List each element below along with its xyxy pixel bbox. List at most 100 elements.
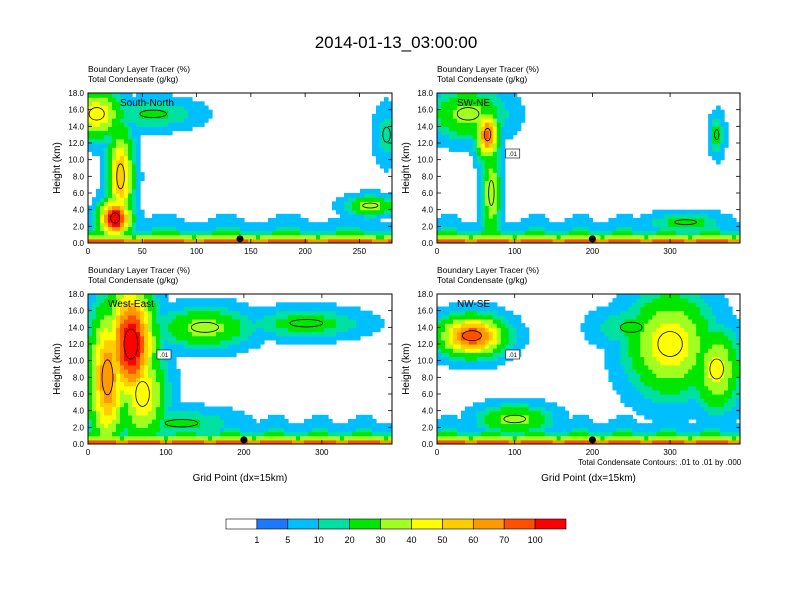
tracer-cell: [164, 101, 169, 107]
tracer-cell: [488, 431, 494, 437]
tracer-cell: [156, 306, 161, 312]
tracer-cell: [172, 369, 177, 374]
tracer-cell: [460, 306, 466, 312]
tracer-cell: [112, 381, 117, 387]
tracer-cell: [104, 113, 109, 119]
tracer-cell: [140, 344, 145, 349]
tracer-cell: [116, 222, 121, 227]
tracer-cell: [464, 406, 470, 412]
tracer-cell: [588, 314, 594, 320]
tracer-cell: [704, 213, 709, 219]
tracer-cell: [620, 234, 625, 240]
tracer-cell: [120, 118, 125, 123]
tracer-cell: [248, 230, 253, 236]
tracer-cell: [124, 302, 129, 308]
tracer-cell: [476, 122, 482, 127]
tracer-cell: [488, 105, 494, 111]
tracer-cell: [224, 348, 229, 353]
tracer-cell: [636, 423, 641, 428]
tracer-cell: [280, 435, 285, 441]
tracer-cell: [600, 439, 606, 444]
tracer-cell: [628, 331, 633, 337]
tracer-cell: [260, 431, 265, 437]
tracer-cell: [96, 398, 101, 403]
tracer-cell: [560, 431, 566, 437]
tracer-cell: [504, 435, 510, 441]
y-tick-label: 8.0: [73, 172, 85, 181]
tracer-cell: [192, 230, 197, 236]
tracer-cell: [88, 319, 93, 324]
tracer-cell: [180, 298, 185, 303]
tracer-cell: [492, 423, 498, 428]
tracer-cell: [652, 226, 657, 232]
tracer-cell: [656, 222, 661, 227]
tracer-cell: [256, 331, 261, 337]
tracer-cell: [168, 381, 173, 387]
tracer-cell: [176, 394, 181, 399]
tracer-cell: [196, 238, 201, 243]
tracer-cell: [720, 234, 725, 240]
tracer-cell: [516, 238, 522, 243]
tracer-cell: [264, 230, 269, 236]
tracer-cell: [272, 218, 277, 223]
tracer-cell: [120, 201, 125, 207]
tracer-cell: [220, 302, 225, 308]
tracer-cell: [492, 406, 498, 412]
tracer-cell: [468, 323, 474, 328]
tracer-cell: [88, 213, 93, 219]
tracer-cell: [112, 138, 117, 144]
tracer-cell: [532, 238, 538, 243]
tracer-cell: [348, 234, 353, 240]
tracer-cell: [568, 234, 574, 240]
tracer-cell: [184, 298, 189, 303]
tracer-cell: [248, 323, 253, 328]
tracer-cell: [628, 381, 633, 387]
tracer-cell: [632, 427, 637, 433]
tracer-cell: [484, 226, 490, 232]
tracer-cell: [352, 205, 357, 211]
tracer-cell: [132, 184, 137, 190]
tracer-cell: [96, 118, 101, 123]
tracer-cell: [464, 126, 470, 132]
tracer-cell: [96, 327, 101, 333]
tracer-cell: [268, 439, 273, 444]
tracer-cell: [448, 238, 454, 243]
tracer-cell: [360, 314, 365, 320]
tracer-cell: [168, 431, 173, 437]
tracer-cell: [437, 97, 442, 102]
tracer-cell: [488, 193, 494, 198]
tracer-cell: [260, 331, 265, 337]
tracer-cell: [448, 348, 454, 353]
tracer-cell: [512, 423, 518, 428]
tracer-cell: [716, 155, 721, 161]
tracer-cell: [480, 184, 486, 190]
tracer-cell: [332, 306, 337, 312]
tracer-cell: [240, 410, 245, 416]
tracer-cell: [696, 209, 701, 215]
tracer-cell: [212, 314, 217, 320]
tracer-cell: [104, 197, 109, 202]
tracer-cell: [192, 319, 197, 324]
tracer-cell: [376, 427, 381, 433]
tracer-cell: [672, 213, 677, 219]
tracer-cell: [516, 431, 522, 437]
tracer-cell: [580, 323, 586, 328]
tracer-cell: [508, 234, 514, 240]
tracer-cell: [496, 134, 502, 140]
tracer-cell: [172, 394, 177, 399]
tracer-cell: [116, 427, 121, 433]
tracer-cell: [484, 109, 490, 115]
tracer-cell: [116, 389, 121, 395]
tracer-cell: [356, 238, 361, 243]
tracer-cell: [284, 423, 289, 428]
tracer-cell: [508, 130, 514, 136]
tracer-cell: [504, 122, 510, 127]
tracer-cell: [148, 327, 153, 333]
tracer-cell: [720, 230, 725, 236]
tracer-cell: [132, 394, 137, 399]
tracer-cell: [140, 130, 145, 136]
tracer-cell: [300, 314, 305, 320]
tracer-cell: [204, 335, 209, 341]
tracer-cell: [124, 193, 129, 198]
tracer-cell: [280, 323, 285, 328]
